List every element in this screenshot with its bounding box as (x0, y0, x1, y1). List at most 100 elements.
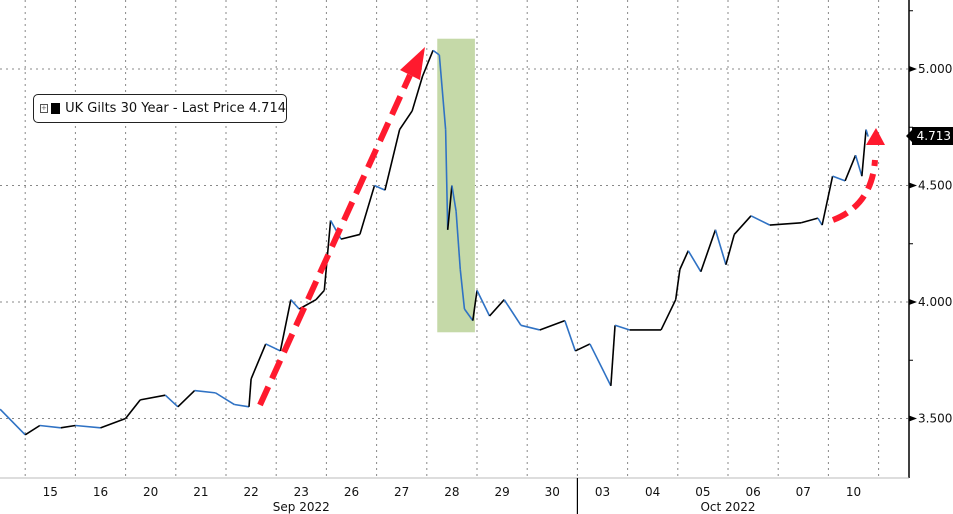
x-tick-label: 05 (695, 485, 710, 499)
x-tick-label: 04 (645, 485, 660, 499)
x-tick-label: 15 (43, 485, 58, 499)
arrow-recent-head (866, 128, 885, 145)
price-segment (455, 211, 462, 270)
x-tick-label: 30 (545, 485, 560, 499)
price-segment (315, 289, 325, 301)
x-tick-label: 26 (344, 485, 359, 499)
y-tick-marker (909, 415, 917, 422)
price-segment (432, 49, 440, 56)
expand-icon[interactable]: + (40, 104, 48, 113)
x-tick-label: 21 (193, 485, 208, 499)
price-segment (854, 154, 863, 177)
price-segment (411, 75, 424, 112)
highlight-region (437, 38, 475, 333)
price-segment (503, 299, 522, 326)
price-segment (817, 217, 823, 226)
price-segment (865, 129, 869, 137)
x-tick-label: 23 (294, 485, 309, 499)
series-swatch (50, 103, 61, 114)
price-segment (861, 129, 867, 177)
price-segment (60, 424, 76, 429)
price-segment (75, 424, 101, 429)
price-segment (750, 215, 771, 226)
price-segment (679, 250, 689, 270)
y-tick-marker (909, 182, 917, 189)
x-tick-label: 03 (595, 485, 610, 499)
price-segment (248, 378, 252, 407)
annotation-arrows (257, 47, 885, 407)
x-tick-label: 22 (243, 485, 258, 499)
price-segment (614, 324, 630, 331)
price-line (0, 49, 869, 436)
price-segment (234, 403, 250, 408)
x-tick-label: 20 (143, 485, 158, 499)
price-segment (610, 325, 616, 386)
price-segment (340, 233, 361, 240)
price-segment (39, 424, 61, 429)
price-segment (359, 185, 376, 235)
y-tick-marker (909, 299, 917, 305)
price-segment (398, 110, 413, 131)
price-segment (700, 229, 717, 272)
legend-label: UK Gilts 30 Year - Last Price 4.714 (65, 101, 286, 116)
arrow-recent-shaft (831, 159, 878, 223)
arrow-rally-shaft (257, 73, 413, 407)
x-tick-label: 29 (494, 485, 509, 499)
price-segment (124, 399, 141, 419)
price-segment (451, 185, 457, 212)
x-tick-label: 10 (846, 485, 861, 499)
month-label: Sep 2022 (273, 500, 330, 514)
price-segment (733, 215, 752, 235)
x-tick-label: 07 (796, 485, 811, 499)
price-segment (463, 308, 474, 322)
price-segment (564, 320, 577, 352)
price-segment (800, 217, 819, 224)
price-segment (488, 299, 505, 317)
month-label: Oct 2022 (700, 500, 755, 514)
price-segment (100, 417, 126, 429)
price-segment (674, 269, 681, 300)
price-segment (374, 184, 386, 191)
price-segment (438, 54, 447, 130)
price-segment (472, 290, 478, 321)
price-segment (821, 176, 834, 226)
price-segment (215, 392, 235, 406)
price-segment (476, 289, 491, 317)
price-segment (194, 389, 216, 394)
price-segment (844, 154, 857, 182)
price-segment (520, 324, 540, 331)
price-segment (140, 394, 166, 401)
arrow-rally-head (400, 47, 425, 80)
price-segment (250, 343, 267, 380)
price-segment (421, 50, 434, 77)
last-price-tag: 4.713 (906, 127, 953, 145)
price-segment (539, 319, 566, 331)
y-tick-label: 5.000 (918, 62, 952, 76)
grid (0, 0, 909, 478)
x-tick-label: 16 (93, 485, 108, 499)
price-segment (290, 299, 300, 310)
legend[interactable]: + UK Gilts 30 Year - Last Price 4.714 (33, 94, 287, 123)
price-segment (24, 424, 41, 436)
price-segment (589, 343, 612, 387)
price-segment (265, 343, 281, 352)
y-tick-marker (909, 66, 917, 72)
x-tick-label: 06 (745, 485, 760, 499)
price-segment (446, 185, 453, 230)
price-segment (444, 129, 449, 230)
price-segment (574, 343, 591, 352)
price-segment (164, 394, 179, 408)
y-tick-label: 3.500 (918, 412, 952, 426)
y-tick-label: 4.000 (918, 295, 952, 309)
price-segment (725, 234, 736, 265)
highlight-rect (437, 38, 475, 333)
x-tick-label: 28 (444, 485, 459, 499)
price-segment (832, 175, 846, 182)
y-tick-label: 4.500 (918, 179, 952, 193)
price-segment (279, 299, 292, 352)
price-segment (714, 229, 727, 265)
price-segment (769, 221, 802, 226)
price-segment (0, 408, 26, 436)
